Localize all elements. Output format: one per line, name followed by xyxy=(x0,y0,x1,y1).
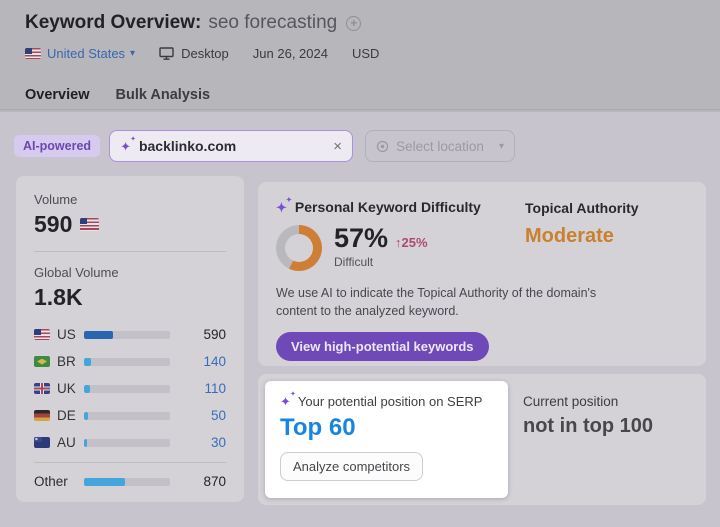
date-selector[interactable]: Jun 26, 2024 xyxy=(252,46,328,61)
difficulty-percent: 57% xyxy=(334,223,389,253)
clear-input-icon[interactable]: × xyxy=(333,137,343,155)
location-select-placeholder: Select location xyxy=(396,138,484,154)
country-volume-value[interactable]: 140 xyxy=(203,354,226,369)
location-pin-icon xyxy=(376,140,389,152)
search-row: AI-powered ✦ backlinko.com × Select loca… xyxy=(14,128,516,164)
analyze-competitors-button[interactable]: Analyze competitors xyxy=(280,452,424,481)
country-code: AU xyxy=(57,435,76,450)
other-label: Other xyxy=(34,474,68,489)
divider xyxy=(34,462,226,463)
add-keyword-icon[interactable]: + xyxy=(346,15,362,31)
chevron-down-icon: ▾ xyxy=(130,48,136,59)
serp-position-panel: ✦ Your potential position on SERP Top 60… xyxy=(258,374,706,505)
tab-divider xyxy=(0,109,720,110)
volume-bar xyxy=(84,477,170,486)
other-volume-value: 870 xyxy=(203,474,226,489)
topical-authority-label: Topical Authority xyxy=(525,200,639,216)
volume-bar xyxy=(84,357,170,366)
current-position-value: not in top 100 xyxy=(523,415,653,437)
uk-flag-icon xyxy=(34,383,50,394)
country-code: BR xyxy=(57,354,76,369)
difficulty-change: ↑25% xyxy=(395,235,428,250)
volume-bar xyxy=(84,384,170,393)
volume-value: 590 xyxy=(34,211,73,237)
country-code: DE xyxy=(57,408,76,423)
country-volume-value[interactable]: 110 xyxy=(204,381,226,396)
global-volume-value: 1.8K xyxy=(34,284,83,310)
domain-input-value: backlinko.com xyxy=(138,138,237,154)
difficulty-title: Personal Keyword Difficulty xyxy=(294,199,481,215)
country-volume-row: US 590 xyxy=(34,321,226,348)
plus-glyph: + xyxy=(350,16,358,30)
volume-label: Volume xyxy=(34,192,78,207)
us-flag-icon xyxy=(34,329,50,340)
country-volume-row: DE 50 xyxy=(34,402,226,429)
topical-authority-description: We use AI to indicate the Topical Author… xyxy=(276,286,597,319)
country-volume-value[interactable]: 30 xyxy=(210,435,226,450)
volume-bar xyxy=(84,411,170,420)
page-title: Keyword Overview: xyxy=(25,12,202,33)
other-volume-row: Other 870 xyxy=(34,468,226,495)
chevron-down-icon: ▾ xyxy=(499,140,505,152)
volume-bar xyxy=(84,438,170,447)
country-selector[interactable]: United States ▾ xyxy=(47,46,135,61)
analyzed-keyword: seo forecasting xyxy=(208,12,338,33)
country-volume-value[interactable]: 50 xyxy=(210,408,226,423)
volume-panel: Volume 590 Global Volume 1.8K US 590 BR … xyxy=(16,176,244,502)
country-volume-row: AU 30 xyxy=(34,429,226,456)
divider xyxy=(34,251,226,252)
us-flag-icon xyxy=(80,218,100,231)
ai-powered-badge: AI-powered xyxy=(14,135,101,157)
volume-bar xyxy=(84,330,170,339)
difficulty-panel: ✦ Personal Keyword Difficulty Topical Au… xyxy=(258,182,706,366)
domain-input[interactable]: ✦ backlinko.com × xyxy=(109,130,354,162)
potential-position-value: Top 60 xyxy=(280,414,356,441)
potential-position-spotlight: ✦ Your potential position on SERP Top 60… xyxy=(265,381,508,498)
potential-position-label: Your potential position on SERP xyxy=(297,394,483,409)
country-volume-value: 590 xyxy=(203,327,226,342)
country-volume-row: UK 110 xyxy=(34,375,226,402)
ai-sparkle-icon: ✦ xyxy=(120,136,136,153)
au-flag-icon xyxy=(34,437,50,448)
view-high-potential-keywords-button[interactable]: View high-potential keywords xyxy=(276,332,489,362)
global-volume-label: Global Volume xyxy=(34,265,119,280)
currency-selector[interactable]: USD xyxy=(351,46,380,61)
desktop-device-icon xyxy=(159,47,174,60)
de-flag-icon xyxy=(34,410,50,421)
us-flag-icon xyxy=(25,48,41,59)
ai-sparkle-icon: ✦ xyxy=(280,391,296,408)
settings-bar: United States ▾ Desktop Jun 26, 2024 USD xyxy=(25,46,379,61)
page-header: Keyword Overview: seo forecasting + xyxy=(25,12,362,34)
difficulty-level: Difficult xyxy=(334,255,374,269)
country-volume-row: BR 140 xyxy=(34,348,226,375)
topical-authority-value: Moderate xyxy=(525,225,614,247)
current-position-label: Current position xyxy=(523,394,619,409)
country-code: US xyxy=(57,327,76,342)
country-code: UK xyxy=(57,381,76,396)
location-select[interactable]: Select location ▾ xyxy=(365,130,516,162)
ai-sparkle-icon: ✦ xyxy=(276,197,292,214)
tab-bulk-analysis[interactable]: Bulk Analysis xyxy=(115,87,211,103)
device-selector[interactable]: Desktop xyxy=(181,46,229,61)
br-flag-icon xyxy=(34,356,50,367)
difficulty-donut xyxy=(276,225,322,271)
country-selector-label: United States xyxy=(47,46,126,61)
